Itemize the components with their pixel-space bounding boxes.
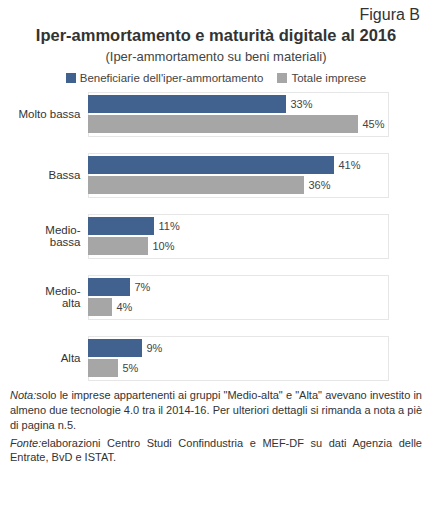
svg-text:33%: 33% — [291, 98, 313, 110]
svg-text:5%: 5% — [123, 362, 139, 374]
svg-text:45%: 45% — [363, 118, 385, 130]
svg-text:4%: 4% — [117, 301, 133, 313]
svg-text:Medio-alta: Medio-alta — [45, 285, 81, 309]
svg-text:11%: 11% — [159, 220, 180, 232]
html-text:Figura B: Figura B — [359, 6, 420, 23]
html-text:Totale imprese: Totale imprese — [291, 72, 367, 84]
svg-text:9%: 9% — [147, 342, 163, 354]
svg-text:36%: 36% — [309, 179, 331, 191]
html-text:Beneficiarie dell'iper-ammorta: Beneficiarie dell'iper-ammortamento — [79, 72, 264, 84]
svg-text:Molto bassa: Molto bassa — [18, 108, 81, 120]
html-text:Nota: solo le imprese apparten: Nota: solo le imprese appartenenti ai gr… — [10, 389, 422, 431]
html-text:(Iper-ammortamento su beni mat: (Iper-ammortamento su beni materiali) — [105, 49, 327, 64]
svg-text:10%: 10% — [153, 240, 175, 252]
svg-text:Alta: Alta — [61, 352, 81, 364]
html-text:Fonte: elaborazioni Centro Stu: Fonte: elaborazioni Centro Studi Confind… — [10, 436, 422, 464]
svg-text:Bassa: Bassa — [49, 169, 82, 181]
svg-text:41%: 41% — [339, 159, 361, 171]
svg-text:7%: 7% — [135, 281, 151, 293]
html-text:Iper-ammortamento e maturità d: Iper-ammortamento e maturità digitale al… — [35, 26, 397, 44]
svg-text:Medio-bassa: Medio-bassa — [45, 224, 81, 248]
